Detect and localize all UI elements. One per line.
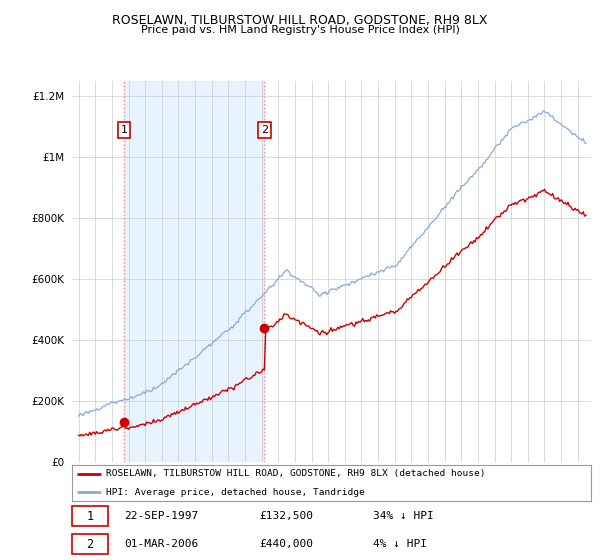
Text: HPI: Average price, detached house, Tandridge: HPI: Average price, detached house, Tand… <box>106 488 364 497</box>
Bar <box>124 81 265 462</box>
Text: 2: 2 <box>86 538 94 551</box>
Text: 1: 1 <box>121 125 128 135</box>
Text: 1: 1 <box>86 510 94 523</box>
Text: 2: 2 <box>261 125 268 135</box>
Text: £132,500: £132,500 <box>259 511 313 521</box>
Text: 01-MAR-2006: 01-MAR-2006 <box>124 539 198 549</box>
Text: 4% ↓ HPI: 4% ↓ HPI <box>373 539 427 549</box>
Text: ROSELAWN, TILBURSTOW HILL ROAD, GODSTONE, RH9 8LX (detached house): ROSELAWN, TILBURSTOW HILL ROAD, GODSTONE… <box>106 469 485 478</box>
Text: ROSELAWN, TILBURSTOW HILL ROAD, GODSTONE, RH9 8LX: ROSELAWN, TILBURSTOW HILL ROAD, GODSTONE… <box>112 14 488 27</box>
Text: Price paid vs. HM Land Registry's House Price Index (HPI): Price paid vs. HM Land Registry's House … <box>140 25 460 35</box>
Text: 34% ↓ HPI: 34% ↓ HPI <box>373 511 434 521</box>
FancyBboxPatch shape <box>72 534 109 554</box>
FancyBboxPatch shape <box>72 506 109 526</box>
Text: 22-SEP-1997: 22-SEP-1997 <box>124 511 198 521</box>
Text: £440,000: £440,000 <box>259 539 313 549</box>
